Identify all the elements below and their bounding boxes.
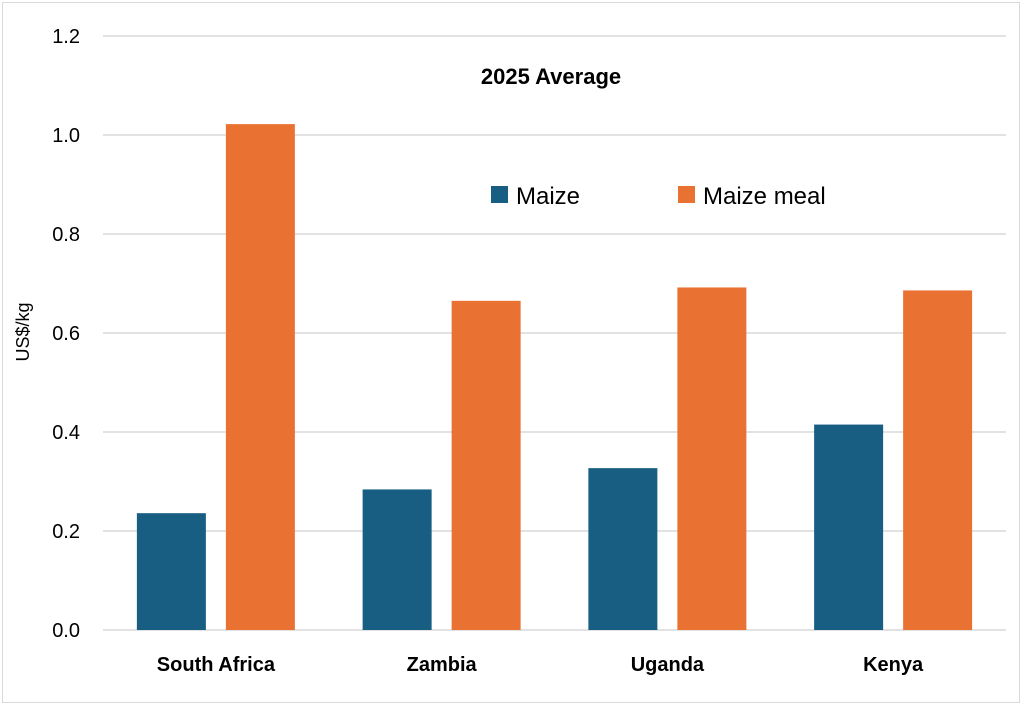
bar-maize-meal-uganda	[677, 287, 747, 630]
y-axis-label: US$/kg	[13, 302, 33, 361]
bar-maize-zambia	[362, 489, 432, 630]
y-tick-label: 1.2	[52, 26, 80, 48]
bar-maize-meal-zambia	[451, 300, 521, 630]
bar-maize-kenya	[814, 424, 884, 630]
y-tick-label: 0.8	[52, 224, 80, 246]
x-axis-categories: South Africa Zambia Uganda Kenya	[157, 654, 924, 676]
x-category-label: South Africa	[157, 654, 276, 676]
legend-swatch	[491, 186, 508, 203]
y-axis-ticks: 0.0 0.2 0.4 0.6 0.8 1.0 1.2	[52, 26, 80, 642]
bar-maize-south-africa	[136, 513, 206, 630]
chart-title: 2025 Average	[481, 64, 621, 89]
y-tick-label: 0.4	[52, 422, 80, 444]
legend-label: Maize	[516, 183, 580, 210]
y-tick-label: 1.0	[52, 125, 80, 147]
y-tick-label: 0.6	[52, 323, 80, 345]
y-tick-label: 0.0	[52, 620, 80, 642]
legend: Maize Maize meal	[491, 183, 826, 210]
bar-maize-uganda	[588, 468, 658, 630]
x-category-label: Uganda	[631, 654, 705, 676]
bar-maize-meal-south-africa	[225, 124, 295, 631]
x-category-label: Kenya	[863, 654, 924, 676]
bar-maize-meal-kenya	[903, 290, 973, 630]
legend-swatch	[678, 186, 695, 203]
legend-label: Maize meal	[703, 183, 826, 210]
y-tick-label: 0.2	[52, 521, 80, 543]
bars	[136, 124, 973, 631]
x-category-label: Zambia	[407, 654, 478, 676]
